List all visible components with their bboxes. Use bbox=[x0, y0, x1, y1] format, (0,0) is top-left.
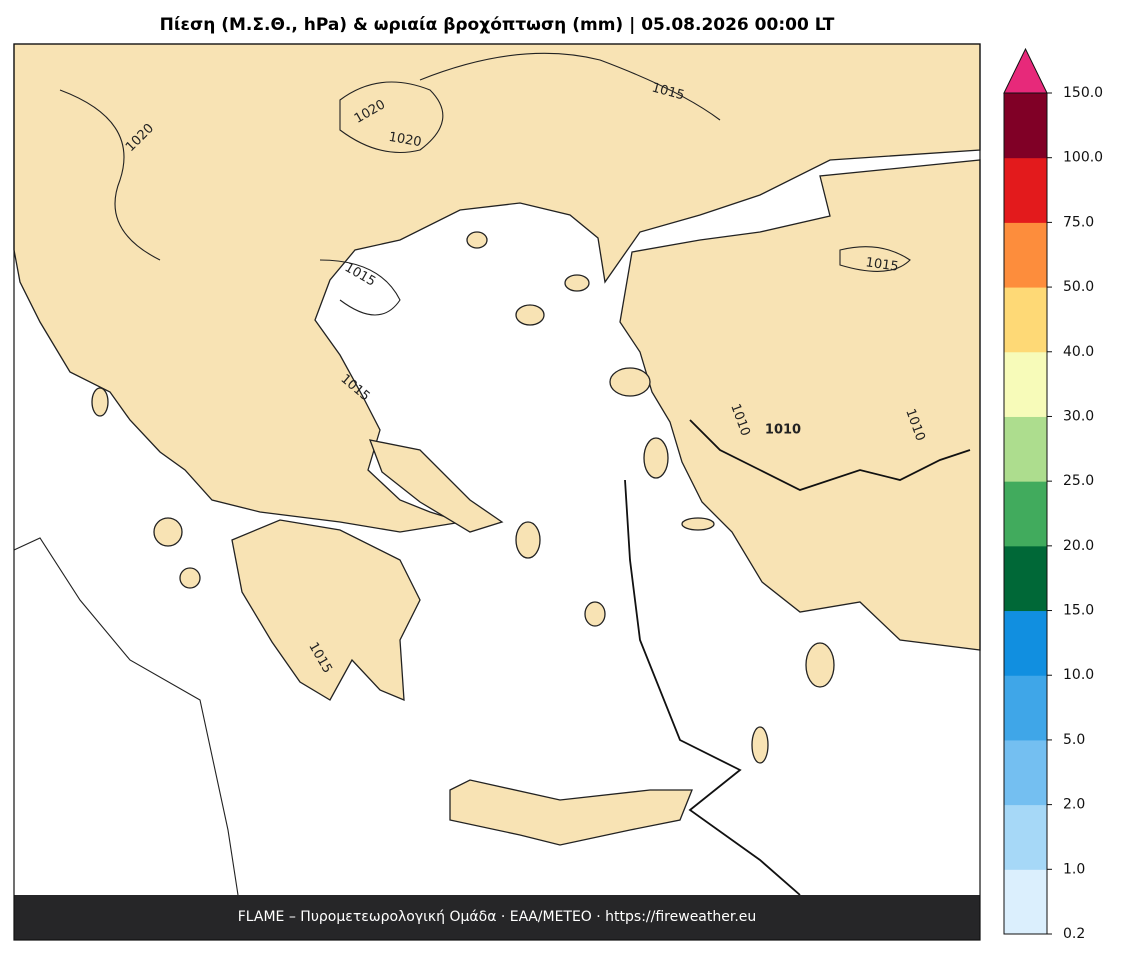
island bbox=[609, 367, 651, 397]
contour-label: 1020 bbox=[387, 130, 422, 151]
island bbox=[515, 521, 541, 559]
colorbar-segment bbox=[1004, 545, 1047, 612]
colorbar-tick-label: 20.0 bbox=[1063, 538, 1094, 554]
island bbox=[515, 304, 545, 326]
colorbar-extend bbox=[1003, 47, 1048, 94]
colorbar-tick-label: 1.0 bbox=[1063, 861, 1085, 877]
isobar bbox=[59, 89, 161, 261]
colorbar-tick-label: 0.2 bbox=[1063, 926, 1085, 942]
colorbar-segment bbox=[1004, 804, 1047, 870]
title: Πίεση (Μ.Σ.Θ., hPa) & ωριαία βροχόπτωση … bbox=[160, 15, 835, 35]
isobar bbox=[624, 479, 801, 896]
colorbar-segment bbox=[1004, 869, 1047, 935]
colorbar-tick-label: 25.0 bbox=[1063, 473, 1094, 489]
isobar bbox=[13, 537, 239, 896]
footer-bar bbox=[14, 895, 980, 940]
colorbar: 0.2 1.0 2.0 5.0 10.0 15.0 20.0 25.0 30.0 40.0 50.0… bbox=[1003, 47, 1103, 942]
isobar bbox=[419, 52, 721, 121]
colorbar-segment bbox=[1004, 287, 1047, 353]
colorbar-tick-label: 30.0 bbox=[1063, 408, 1094, 424]
island bbox=[805, 642, 835, 688]
colorbar-segment bbox=[1004, 93, 1047, 159]
anatolia bbox=[619, 159, 981, 651]
balkans bbox=[13, 43, 981, 533]
isobars bbox=[13, 52, 971, 896]
island bbox=[681, 517, 715, 531]
colorbar-tick-label: 100.0 bbox=[1063, 150, 1103, 166]
contour-label: 1010 bbox=[765, 423, 801, 438]
island bbox=[466, 231, 488, 249]
colorbar-tick-label: 15.0 bbox=[1063, 603, 1094, 619]
colorbar-segment bbox=[1004, 416, 1047, 482]
colorbar-tick-label: 5.0 bbox=[1063, 732, 1085, 748]
island bbox=[179, 567, 201, 589]
isobar bbox=[839, 246, 911, 272]
colorbar-tick-label: 2.0 bbox=[1063, 797, 1085, 813]
isobar bbox=[689, 419, 971, 491]
map-frame bbox=[13, 43, 981, 941]
colorbar-segment bbox=[1004, 610, 1047, 676]
colorbar-segment bbox=[1004, 351, 1047, 417]
island bbox=[91, 387, 109, 417]
contour-label: 1015 bbox=[865, 255, 900, 274]
island bbox=[643, 437, 669, 479]
colorbar-segment bbox=[1004, 481, 1047, 547]
crete bbox=[449, 779, 693, 846]
colorbar-tick-label: 50.0 bbox=[1063, 279, 1094, 295]
colorbar-frame bbox=[1003, 92, 1048, 935]
isobar bbox=[339, 81, 444, 153]
colorbar-segment bbox=[1004, 157, 1047, 223]
peloponnese bbox=[231, 519, 421, 702]
colorbar-tick-label: 10.0 bbox=[1063, 667, 1094, 683]
isobar bbox=[319, 259, 401, 316]
colorbar-segment bbox=[1004, 222, 1047, 288]
colorbar-tick-label: 75.0 bbox=[1063, 214, 1094, 230]
evia bbox=[368, 439, 504, 533]
island bbox=[564, 274, 590, 292]
islands bbox=[91, 231, 835, 764]
island bbox=[751, 726, 769, 764]
colorbar-tick-label: 40.0 bbox=[1063, 344, 1094, 360]
colorbar-tick-label: 150.0 bbox=[1063, 85, 1103, 101]
footer: FLAME – Πυρομετεωρολογική Ομάδα · ΕΑΑ/ME… bbox=[238, 909, 757, 925]
island bbox=[584, 601, 606, 627]
colorbar-segment bbox=[1004, 675, 1047, 741]
island bbox=[153, 517, 183, 547]
colorbar-segment bbox=[1004, 739, 1047, 806]
